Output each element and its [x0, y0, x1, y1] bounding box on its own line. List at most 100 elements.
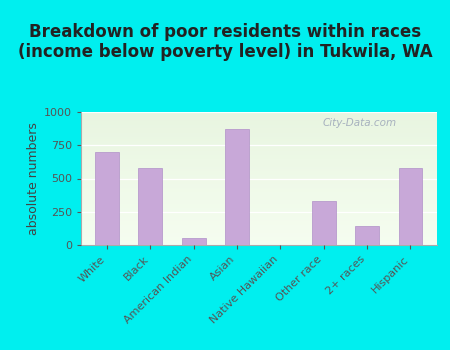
Bar	[81, 185, 436, 187]
Bar	[81, 216, 436, 217]
Bar	[81, 202, 436, 204]
Bar	[81, 200, 436, 201]
Bar	[81, 170, 436, 172]
Bar	[81, 212, 436, 213]
Bar	[81, 131, 436, 132]
Bar	[81, 226, 436, 228]
Bar	[81, 160, 436, 161]
Bar	[81, 178, 436, 180]
Bar	[81, 140, 436, 141]
Bar	[81, 173, 436, 175]
Text: Breakdown of poor residents within races
(income below poverty level) in Tukwila: Breakdown of poor residents within races…	[18, 23, 432, 61]
Bar	[81, 132, 436, 133]
Bar	[399, 168, 423, 245]
Bar	[81, 197, 436, 198]
Bar	[81, 188, 436, 189]
Bar	[182, 238, 206, 245]
Bar	[81, 124, 436, 125]
Bar	[81, 137, 436, 139]
Bar	[81, 127, 436, 128]
Text: City-Data.com: City-Data.com	[323, 118, 397, 128]
Bar	[81, 233, 436, 235]
Bar	[81, 159, 436, 160]
Bar	[81, 149, 436, 150]
Bar	[81, 242, 436, 244]
Bar	[81, 215, 436, 216]
Bar	[81, 116, 436, 117]
Bar	[81, 145, 436, 147]
Bar	[81, 189, 436, 190]
Bar	[81, 148, 436, 149]
Bar	[81, 181, 436, 182]
Bar	[312, 201, 336, 245]
Bar	[81, 172, 436, 173]
Bar	[81, 113, 436, 115]
Bar	[81, 147, 436, 148]
Bar	[81, 156, 436, 157]
Bar	[81, 141, 436, 142]
Bar	[81, 225, 436, 226]
Bar	[81, 222, 436, 224]
Bar	[355, 226, 379, 245]
Bar	[81, 232, 436, 233]
Bar	[81, 193, 436, 195]
Bar	[81, 224, 436, 225]
Bar	[95, 152, 119, 245]
Bar	[81, 201, 436, 202]
Y-axis label: absolute numbers: absolute numbers	[27, 122, 40, 235]
Bar	[81, 217, 436, 218]
Bar	[81, 196, 436, 197]
Bar	[81, 244, 436, 245]
Bar	[81, 121, 436, 122]
Bar	[81, 144, 436, 145]
Bar	[81, 120, 436, 121]
Bar	[81, 119, 436, 120]
Bar	[81, 168, 436, 169]
Bar	[81, 115, 436, 116]
Bar	[81, 153, 436, 155]
Bar	[81, 125, 436, 127]
Bar	[81, 238, 436, 240]
Bar	[81, 198, 436, 200]
Bar	[81, 182, 436, 184]
Bar	[81, 240, 436, 241]
Bar	[81, 142, 436, 144]
Bar	[81, 165, 436, 167]
Bar	[139, 168, 162, 245]
Bar	[81, 190, 436, 192]
Bar	[81, 229, 436, 230]
Bar	[81, 218, 436, 220]
Bar	[81, 129, 436, 131]
Bar	[81, 220, 436, 221]
Bar	[81, 234, 436, 236]
Bar	[81, 228, 436, 229]
Bar	[225, 128, 249, 245]
Bar	[81, 208, 436, 209]
Bar	[81, 236, 436, 237]
Bar	[81, 150, 436, 152]
Bar	[81, 167, 436, 168]
Bar	[81, 180, 436, 181]
Bar	[81, 157, 436, 159]
Bar	[81, 195, 436, 196]
Bar	[81, 241, 436, 242]
Bar	[81, 152, 436, 153]
Bar	[81, 210, 436, 212]
Bar	[81, 204, 436, 205]
Bar	[81, 135, 436, 136]
Bar	[81, 192, 436, 193]
Bar	[81, 187, 436, 188]
Bar	[81, 117, 436, 119]
Bar	[81, 213, 436, 215]
Bar	[81, 209, 436, 210]
Bar	[81, 136, 436, 137]
Bar	[81, 161, 436, 162]
Bar	[81, 205, 436, 206]
Bar	[81, 184, 436, 185]
Bar	[81, 169, 436, 170]
Bar	[81, 164, 436, 165]
Bar	[81, 237, 436, 238]
Bar	[81, 128, 436, 129]
Bar	[81, 230, 436, 232]
Bar	[81, 177, 436, 178]
